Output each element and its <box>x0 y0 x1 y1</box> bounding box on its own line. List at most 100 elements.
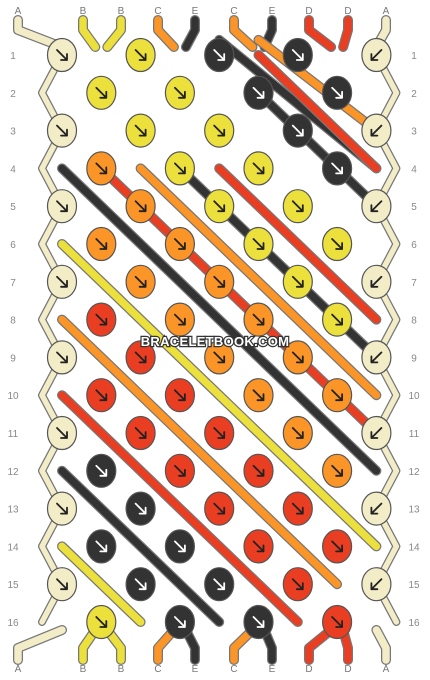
knot-r13-c4-arrow-icon <box>291 502 304 515</box>
knot-r10-c1-arrow-icon <box>95 389 108 402</box>
row-label-left-1: 1 <box>10 51 16 62</box>
knot-r16-c3-arrow-icon <box>252 616 265 628</box>
knot-r5-c5-arrow-icon <box>370 200 383 213</box>
top-strand-tails <box>13 15 391 52</box>
knot-r7-c2-arrow-icon <box>134 275 147 288</box>
thread-line-7 <box>136 164 381 399</box>
knot-r5-c2-arrow-icon <box>134 200 147 213</box>
knot-r1-c4-arrow-icon <box>291 49 304 61</box>
knot-r4-c4-arrow-icon <box>331 162 343 175</box>
bottom-strand-label-1: A <box>15 664 22 675</box>
knot-r3-c1-arrow-icon <box>56 124 68 137</box>
row-label-right-1: 1 <box>411 51 417 62</box>
top-strand-label-4: C <box>154 6 161 17</box>
row-label-left-2: 2 <box>10 89 16 100</box>
watermark-text: BRACELETBOOK.COM <box>141 334 290 349</box>
bottom-strand-label-8: D <box>305 664 312 675</box>
row-label-left-15: 15 <box>7 580 19 591</box>
top-strand-9 <box>339 16 352 51</box>
row-label-right-11: 11 <box>409 429 420 440</box>
thread-line-11 <box>58 315 341 588</box>
knot-r14-c4-arrow-icon <box>331 540 343 553</box>
knot-r11-c4-arrow-icon <box>291 427 304 439</box>
row-label-left-13: 13 <box>7 505 19 516</box>
top-strand-label-2: B <box>80 6 87 17</box>
knot-r16-c2-arrow-icon <box>174 616 186 628</box>
row-label-left-7: 7 <box>10 278 16 289</box>
knot-r15-c4-arrow-icon <box>291 578 304 591</box>
knot-r5-c3-arrow-icon <box>213 200 226 213</box>
knot-r11-c5-arrow-icon <box>370 427 383 439</box>
row-label-left-8: 8 <box>10 316 16 327</box>
bottom-strand-label-10: A <box>383 664 390 675</box>
knot-r1-c3-arrow-icon <box>213 49 226 61</box>
knot-r9-c5-arrow-icon <box>370 351 383 364</box>
bottom-strand-label-6: C <box>230 664 237 675</box>
top-strand-8 <box>305 16 335 51</box>
top-strand-label-5: E <box>192 6 199 17</box>
thread-line-4 <box>254 89 381 210</box>
top-strand-4 <box>154 16 178 51</box>
bottom-strand-label-5: E <box>192 664 199 675</box>
row-label-right-6: 6 <box>411 240 417 251</box>
row-label-left-5: 5 <box>10 202 16 213</box>
row-label-left-11: 11 <box>8 429 19 440</box>
thread-line-10 <box>58 240 381 551</box>
knot-r9-c1-arrow-icon <box>56 351 68 364</box>
knot-r2-c4-arrow-icon <box>331 86 343 99</box>
thread-line-9 <box>58 164 381 475</box>
knot-r5-c1-arrow-icon <box>56 200 68 213</box>
top-strand-3 <box>103 16 125 51</box>
bottom-strand-2 <box>79 626 100 664</box>
knot-r10-c4-arrow-icon <box>331 389 343 402</box>
knot-r7-c5-arrow-icon <box>370 275 383 288</box>
knot-r12-c3-arrow-icon <box>252 464 265 477</box>
knot-r8-c3-arrow-icon <box>252 313 265 326</box>
row-label-right-2: 2 <box>411 89 417 100</box>
row-label-right-10: 10 <box>408 391 420 402</box>
knot-r15-c3-arrow-icon <box>213 578 226 591</box>
knot-r8-c1-arrow-icon <box>95 313 108 326</box>
knot-r11-c2-arrow-icon <box>134 427 147 439</box>
knot-r14-c2-arrow-icon <box>174 540 186 553</box>
row-label-right-9: 9 <box>411 353 417 364</box>
knot-r10-c2-arrow-icon <box>174 389 186 402</box>
row-label-left-16: 16 <box>7 618 19 629</box>
top-strand-label-3: B <box>118 6 125 17</box>
bottom-strand-label-7: E <box>269 664 276 675</box>
top-strand-5 <box>182 16 199 51</box>
bottom-strand-1 <box>14 626 66 664</box>
thread-line-3 <box>254 51 381 173</box>
knot-r13-c1-arrow-icon <box>56 502 68 515</box>
top-strand-label-10: A <box>383 6 390 17</box>
knot-r3-c3-arrow-icon <box>213 124 226 137</box>
bottom-strand-label-9: D <box>344 664 351 675</box>
knot-r2-c2-arrow-icon <box>174 86 186 99</box>
row-label-right-14: 14 <box>408 542 420 553</box>
knot-r4-c1-arrow-icon <box>95 162 108 175</box>
thread-line-13 <box>58 467 223 626</box>
row-label-right-3: 3 <box>411 127 417 138</box>
row-label-left-3: 3 <box>10 127 16 138</box>
knot-r14-c3-arrow-icon <box>252 540 265 553</box>
knot-r12-c4-arrow-icon <box>331 464 343 477</box>
knot-r3-c2-arrow-icon <box>134 124 147 137</box>
knot-r13-c3-arrow-icon <box>213 502 226 515</box>
thread-line-12 <box>58 391 302 626</box>
knot-r5-c4-arrow-icon <box>291 200 304 213</box>
knot-r13-c2-arrow-icon <box>134 502 147 515</box>
knot-r11-c1-arrow-icon <box>56 427 68 439</box>
bottom-strand-10 <box>372 626 390 664</box>
knot-r3-c5-arrow-icon <box>370 124 383 137</box>
knot-r13-c5-arrow-icon <box>370 502 383 515</box>
knot-r15-c1-arrow-icon <box>56 578 68 591</box>
knot-r10-c3-arrow-icon <box>252 389 265 402</box>
knot-r9-c3-arrow-icon <box>213 351 226 364</box>
knot-r7-c4-arrow-icon <box>291 275 304 288</box>
top-strand-label-1: A <box>15 6 22 17</box>
knot-r11-c3-arrow-icon <box>213 427 226 439</box>
bottom-strand-label-3: B <box>118 664 125 675</box>
